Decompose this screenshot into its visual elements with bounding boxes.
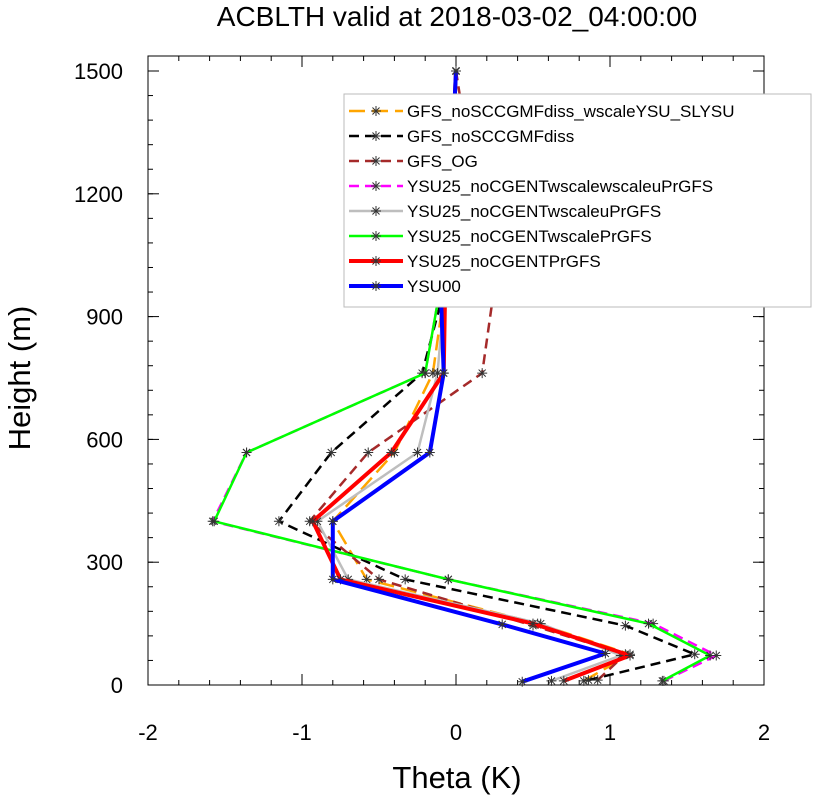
data-point bbox=[241, 447, 252, 458]
legend-label: GFS_OG bbox=[407, 152, 478, 171]
x-tick-label: 0 bbox=[450, 720, 462, 745]
y-tick-label: 900 bbox=[86, 305, 123, 330]
data-point bbox=[558, 675, 569, 686]
data-point bbox=[209, 516, 220, 527]
legend-label: YSU00 bbox=[407, 277, 461, 296]
data-point bbox=[592, 675, 603, 686]
data-point bbox=[517, 676, 528, 687]
data-point bbox=[326, 447, 337, 458]
legend-label: GFS_noSCCGMFdiss_wscaleYSU_SLYSU bbox=[407, 102, 735, 121]
data-point bbox=[578, 675, 589, 686]
legend-label: YSU25_noCGENTwscaleuPrGFS bbox=[407, 202, 661, 221]
legend-item: YSU25_noCGENTwscalewscaleuPrGFS bbox=[349, 177, 713, 196]
data-point bbox=[438, 368, 449, 379]
data-point bbox=[307, 516, 318, 527]
data-point bbox=[657, 675, 668, 686]
data-point bbox=[546, 675, 557, 686]
data-point bbox=[535, 618, 546, 629]
legend-item: YSU00 bbox=[349, 277, 461, 296]
legend-marker bbox=[371, 281, 381, 291]
data-point bbox=[386, 447, 397, 458]
y-tick-label: 300 bbox=[86, 550, 123, 575]
legend-box bbox=[343, 93, 812, 308]
data-point bbox=[477, 368, 488, 379]
data-point bbox=[327, 516, 338, 527]
legend-item: YSU25_noCGENTwscaleuPrGFS bbox=[349, 202, 661, 221]
legend-marker bbox=[371, 156, 381, 166]
data-point bbox=[400, 574, 411, 585]
legend-item: GFS_OG bbox=[349, 152, 478, 171]
data-point bbox=[361, 574, 372, 585]
data-point bbox=[420, 368, 431, 379]
x-axis-label: Theta (K) bbox=[392, 760, 521, 795]
legend-item: YSU25_noCGENTwscalePrGFS bbox=[349, 227, 652, 246]
data-point bbox=[711, 650, 722, 661]
data-point bbox=[327, 574, 338, 585]
chart-title: ACBLTH valid at 2018-03-02_04:00:00 bbox=[217, 1, 697, 32]
data-point bbox=[643, 618, 654, 629]
data-point bbox=[451, 66, 461, 76]
data-point bbox=[689, 649, 700, 660]
legend-marker bbox=[371, 106, 381, 116]
data-point bbox=[583, 675, 594, 686]
legend-marker bbox=[371, 131, 381, 141]
data-point bbox=[374, 574, 384, 585]
data-point bbox=[424, 447, 435, 458]
y-tick-label: 0 bbox=[111, 673, 123, 698]
legend-label: YSU25_noCGENTwscalewscaleuPrGFS bbox=[407, 177, 713, 196]
data-point bbox=[363, 447, 374, 458]
legend-marker bbox=[371, 181, 381, 191]
legend-item: GFS_noSCCGMFdiss_wscaleYSU_SLYSU bbox=[349, 102, 735, 121]
data-point bbox=[705, 650, 716, 661]
data-point bbox=[497, 619, 508, 630]
data-point bbox=[528, 618, 538, 629]
data-point bbox=[620, 620, 631, 631]
data-point bbox=[273, 516, 284, 527]
legend-item: YSU25_noCGENTPrGFS bbox=[349, 252, 601, 271]
x-tick-label: 1 bbox=[604, 720, 616, 745]
legend-marker bbox=[371, 256, 381, 266]
legend-item: GFS_noSCCGMFdiss bbox=[349, 127, 574, 146]
data-point bbox=[432, 368, 443, 379]
x-tick-label: -1 bbox=[292, 720, 312, 745]
legend-label: YSU25_noCGENTPrGFS bbox=[407, 252, 601, 271]
y-tick-label: 600 bbox=[86, 427, 123, 452]
legend-label: YSU25_noCGENTwscalePrGFS bbox=[407, 227, 652, 246]
data-point bbox=[600, 648, 611, 659]
y-tick-label: 1500 bbox=[74, 59, 123, 84]
data-point bbox=[412, 447, 423, 458]
y-tick-label: 1200 bbox=[74, 182, 123, 207]
data-point bbox=[625, 650, 636, 661]
x-tick-label: -2 bbox=[138, 720, 158, 745]
y-axis-label: Height (m) bbox=[2, 306, 37, 451]
legend-marker bbox=[371, 206, 381, 216]
legend-label: GFS_noSCCGMFdiss bbox=[407, 127, 574, 146]
legend-marker bbox=[371, 231, 381, 241]
data-point bbox=[615, 650, 626, 661]
data-point bbox=[443, 574, 454, 585]
legend: GFS_noSCCGMFdiss_wscaleYSU_SLYSU GFS_noSC… bbox=[343, 93, 812, 308]
x-tick-label: 2 bbox=[758, 720, 770, 745]
